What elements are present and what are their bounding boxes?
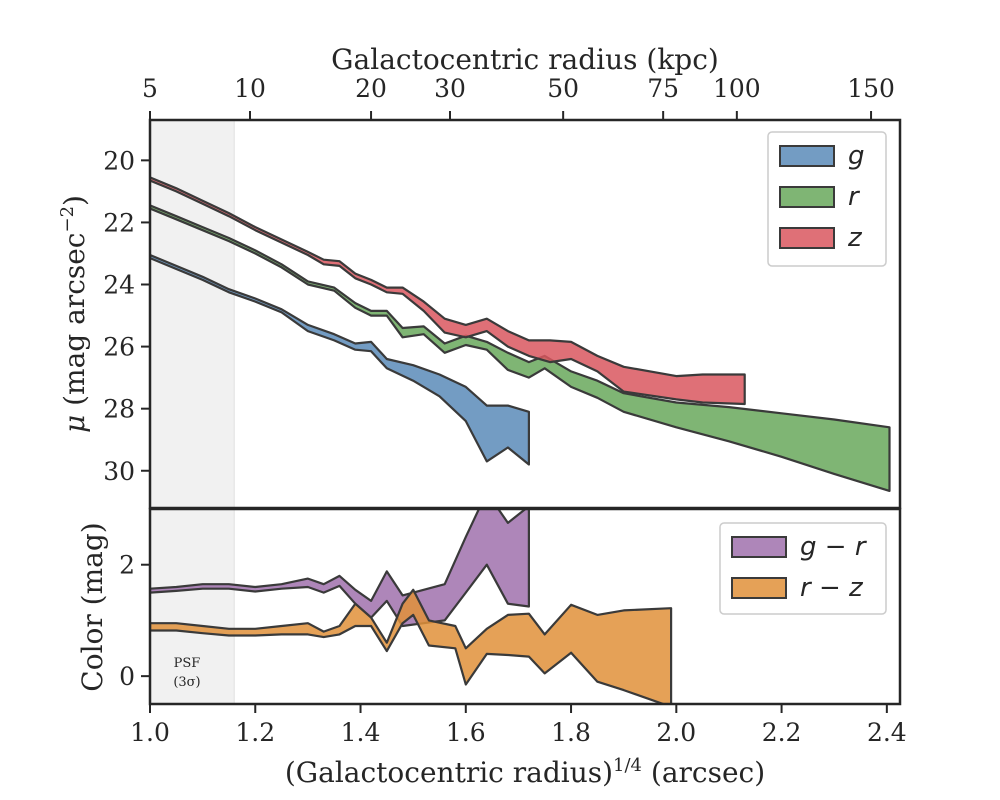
legend-label: g − r — [800, 532, 868, 562]
bottom-x-tick-label: 1.0 — [130, 718, 170, 747]
top-y-tick-label: 26 — [103, 333, 135, 362]
top-x-tick-label: 100 — [713, 74, 761, 103]
legend-label: z — [847, 223, 863, 253]
legend-swatch — [779, 227, 835, 249]
legend-swatch — [731, 577, 787, 599]
surface-brightness-bands — [150, 176, 891, 492]
legend-swatch — [779, 186, 835, 208]
top-x-tick-label: 20 — [355, 74, 387, 103]
bottom-plot-frame — [148, 507, 902, 706]
top-y-axis-title: μ (mag arcsec−2) — [57, 195, 91, 433]
top-x-tick-label: 75 — [647, 74, 679, 103]
bottom-y-tick-label: 0 — [119, 662, 135, 691]
bottom-x-tick-label: 2.2 — [762, 718, 802, 747]
bottom-x-tick-label: 2.4 — [867, 718, 907, 747]
top-y-tick-label: 30 — [103, 457, 135, 486]
legend-label: g — [848, 141, 865, 171]
top-x-axis-title: Galactocentric radius (kpc) — [331, 43, 719, 76]
surface-brightness-panel: 20 22 24 26 28 30 5 10 20 30 50 75 100 150 grz — [103, 74, 902, 510]
bottom-x-tick-label: 2.0 — [656, 718, 696, 747]
psf-shaded-region-top — [149, 119, 235, 509]
bottom-x-tick-label: 1.4 — [341, 718, 381, 747]
top-legend: grz — [767, 131, 887, 267]
mu-band-1 — [150, 204, 891, 492]
top-x-tick-label: 50 — [547, 74, 579, 103]
legend-swatch — [731, 536, 787, 558]
color-panel: 02 1.0 1.2 1.4 1.6 1.8 2.0 2.2 2.4 g − rr − z P… — [119, 507, 907, 747]
color-band-0 — [150, 509, 530, 628]
color-band-1 — [150, 588, 673, 704]
mu-band-2 — [150, 176, 746, 406]
color-bands — [150, 509, 673, 704]
bottom-x-axis-ticks: 1.0 1.2 1.4 1.6 1.8 2.0 2.2 2.4 — [130, 704, 907, 747]
psf-label-line1: PSF — [174, 656, 201, 671]
psf-label-line2: (3σ) — [173, 675, 200, 690]
bottom-y-axis-ticks: 02 — [119, 551, 150, 691]
top-y-tick-label: 28 — [103, 395, 135, 424]
bottom-x-axis-title: (Galactocentric radius)1/4 (arcsec) — [285, 755, 765, 789]
bottom-y-tick-label: 2 — [119, 551, 135, 580]
top-y-tick-label: 20 — [103, 146, 135, 175]
bottom-y-axis-title: Color (mag) — [76, 522, 109, 691]
top-y-axis-ticks: 20 22 24 26 28 30 — [103, 146, 150, 486]
top-y-tick-label: 24 — [103, 271, 135, 300]
top-x-axis-ticks: 5 10 20 30 50 75 100 150 — [142, 74, 895, 120]
bottom-x-tick-label: 1.8 — [551, 718, 591, 747]
top-x-tick-label: 5 — [142, 74, 158, 103]
legend-swatch — [779, 145, 835, 167]
legend-label: r — [848, 182, 861, 212]
top-x-tick-label: 10 — [234, 74, 266, 103]
top-x-tick-label: 150 — [847, 74, 895, 103]
legend-label: r − z — [800, 573, 864, 603]
bottom-x-tick-label: 1.2 — [235, 718, 275, 747]
bottom-legend: g − r r − z — [719, 522, 887, 615]
psf-shaded-region-bottom — [149, 508, 235, 705]
top-y-tick-label: 22 — [103, 208, 135, 237]
mu-band-0 — [150, 253, 530, 466]
top-x-tick-label: 30 — [434, 74, 466, 103]
bottom-x-tick-label: 1.6 — [446, 718, 486, 747]
